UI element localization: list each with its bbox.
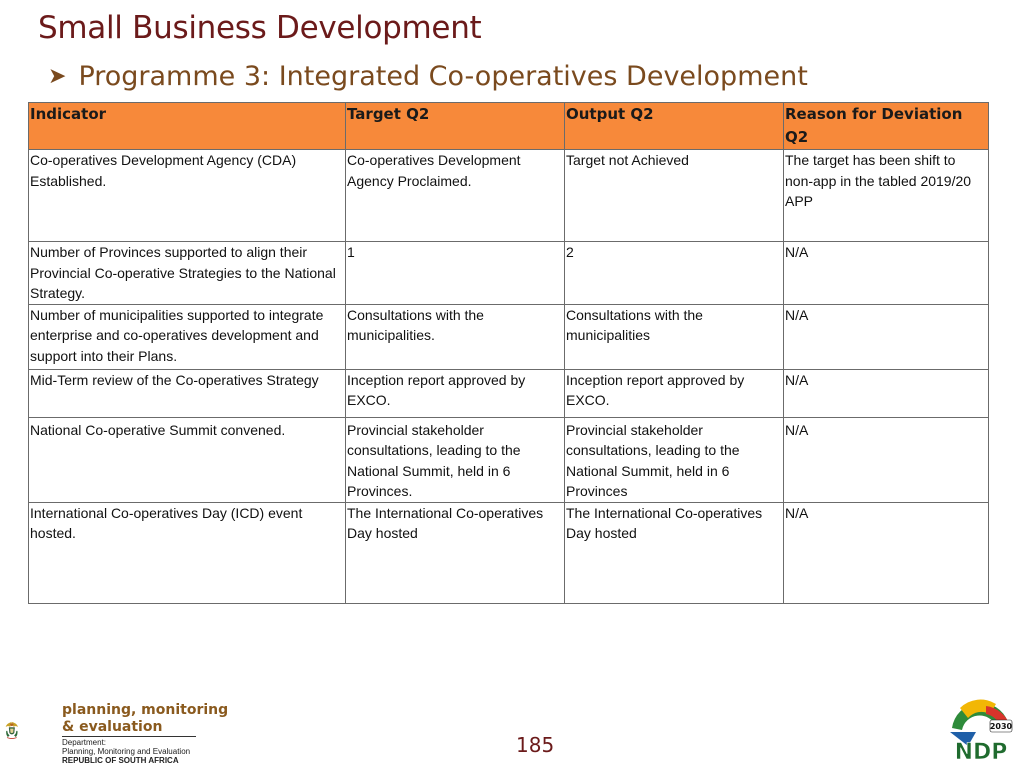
table-cell: Provincial stakeholder consultations, le… [564,416,784,503]
pme-line-2: & evaluation [62,719,163,735]
table-row: Co-operatives Development Agency (CDA) E… [28,149,989,242]
table-cell: N/A [783,501,989,604]
table-cell: The International Co-operatives Day host… [564,501,784,604]
table-cell: The International Co-operatives Day host… [345,501,565,604]
footer-divider [62,736,196,737]
table-cell: Co-operatives Development Agency Proclai… [345,149,565,242]
department-label: Department: Planning, Monitoring and Eva… [62,738,190,765]
pme-brand-text: planning, monitoring & evaluation [62,702,228,736]
table-cell: The target has been shift to non-app in … [783,149,989,242]
table-cell: Provincial stakeholder consultations, le… [345,416,565,503]
column-header: Target Q2 [345,102,565,150]
table-cell: N/A [783,416,989,503]
table-cell: N/A [783,368,989,418]
ndp-text: NDP [955,740,1008,762]
table-cell: Number of municipalities supported to in… [28,303,346,370]
table-header-row: Indicator Target Q2 Output Q2 Reason for… [28,102,989,150]
dept-line-3: REPUBLIC OF SOUTH AFRICA [62,756,179,765]
ndp-year: 2030 [990,722,1013,731]
table-row: International Co-operatives Day (ICD) ev… [28,501,989,604]
table-row: National Co-operative Summit convened. P… [28,416,989,503]
table-cell: 1 [345,241,565,305]
table-cell: Inception report approved by EXCO. [345,368,565,418]
pme-line-1: planning, monitoring [62,702,229,718]
table-row: Number of municipalities supported to in… [28,303,989,370]
column-header: Indicator [28,102,346,150]
table-cell: Consultations with the municipalities [564,303,784,370]
table-cell: National Co-operative Summit convened. [28,416,346,503]
subtitle-text: Programme 3: Integrated Co-operatives De… [78,61,808,92]
table-cell: International Co-operatives Day (ICD) ev… [28,501,346,604]
slide-subtitle: ➤ Programme 3: Integrated Co-operatives … [48,61,808,92]
table-cell: Consultations with the municipalities. [345,303,565,370]
dept-line-1: Department: [62,738,107,747]
table-cell: Co-operatives Development Agency (CDA) E… [28,149,346,242]
table-row: Mid-Term review of the Co-operatives Str… [28,368,989,418]
dept-line-2: Planning, Monitoring and Evaluation [62,747,191,756]
table-cell: N/A [783,241,989,305]
page-number: 185 [516,733,555,757]
slide-title: Small Business Development [38,10,482,46]
table-cell: Number of Provinces supported to align t… [28,241,346,305]
column-header: Output Q2 [564,102,784,150]
table-row: Number of Provinces supported to align t… [28,241,989,305]
table-cell: N/A [783,303,989,370]
table-cell: Target not Achieved [564,149,784,242]
coat-of-arms-icon [5,721,18,739]
table-cell: 2 [564,241,784,305]
column-header: Reason for Deviation Q2 [783,102,989,150]
indicator-table: Indicator Target Q2 Output Q2 Reason for… [28,102,989,604]
table-cell: Inception report approved by EXCO. [564,368,784,418]
ndp-logo-icon: 2030 NDP [950,699,1013,762]
arrow-bullet-icon: ➤ [48,64,67,89]
table-cell: Mid-Term review of the Co-operatives Str… [28,368,346,418]
